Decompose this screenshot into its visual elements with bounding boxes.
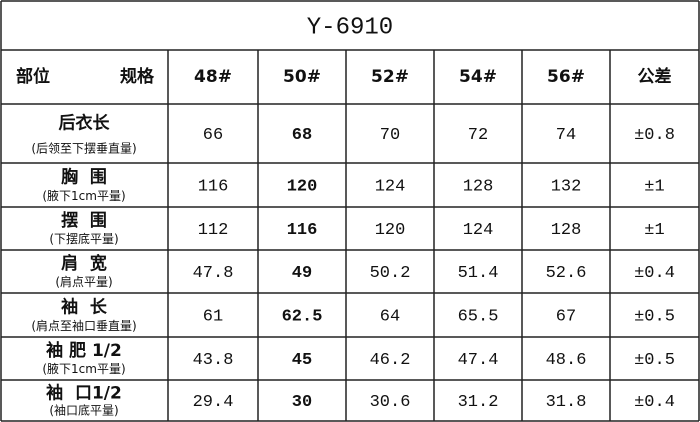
cell-value: 30 [292,393,312,412]
column-header: 公差 [638,66,672,87]
cell-value: 46.2 [370,351,411,370]
cell-value: 74 [556,126,576,145]
cell-value: 50.2 [370,264,411,283]
row-note: (后领至下摆垂直量) [31,141,136,155]
cell-value: 49 [292,264,312,283]
row-note: (腋下1cm平量) [42,188,125,203]
row-note: (袖口底平量) [49,403,118,418]
cell-value: 128 [551,221,582,240]
row-label: 袖 口1/2 [46,383,122,404]
cell-value: 31.8 [546,393,587,412]
row-note: (肩点至袖口垂直量) [31,318,136,333]
cell-value: 47.4 [458,351,499,370]
cell-value: 43.8 [193,351,234,370]
cell-value: 68 [292,126,312,145]
cell-value: 124 [375,177,406,196]
cell-value: ±0.5 [634,307,675,326]
cell-value: 70 [380,126,400,145]
row-label: 后衣长 [59,112,111,133]
column-header: 48# [194,67,232,87]
cell-value: ±0.4 [634,393,675,412]
cell-value: 45 [292,351,312,370]
cell-value: 48.6 [546,351,587,370]
cell-value: 30.6 [370,393,411,412]
row-note: (肩点平量) [55,274,112,289]
row-label: 肩 宽 [61,253,107,274]
cell-value: ±1 [644,177,664,196]
column-header: 50# [283,67,321,87]
cell-value: 47.8 [193,264,234,283]
table-title: Y-6910 [307,14,393,41]
cell-value: 66 [203,126,223,145]
row-label: 摆 围 [61,210,107,231]
cell-value: 120 [375,221,406,240]
cell-value: ±0.5 [634,351,675,370]
row-label: 袖 肥 1/2 [46,340,122,361]
cell-value: 67 [556,307,576,326]
cell-value: ±1 [644,221,664,240]
cell-value: 72 [468,126,488,145]
row-note: (腋下1cm平量) [42,361,125,376]
column-header: 52# [371,67,409,87]
cell-value: 61 [203,307,223,326]
column-header: 54# [459,67,497,87]
cell-value: ±0.4 [634,264,675,283]
cell-value: 112 [198,221,229,240]
cell-value: 64 [380,307,400,326]
cell-value: 65.5 [458,307,499,326]
cell-value: 116 [287,221,318,240]
column-header: 56# [547,67,585,87]
cell-value: 29.4 [193,393,234,412]
row-label: 袖 长 [61,297,108,318]
row-label: 胸 围 [61,167,107,188]
cell-value: 120 [287,177,318,196]
cell-value: 132 [551,177,582,196]
cell-value: 128 [463,177,494,196]
cell-value: 116 [198,177,229,196]
cell-value: 31.2 [458,393,499,412]
cell-value: 52.6 [546,264,587,283]
corner-right: 规格 [120,66,155,87]
cell-value: 124 [463,221,494,240]
cell-value: 51.4 [458,264,499,283]
row-note: (下摆底平量) [49,231,118,246]
cell-value: ±0.8 [634,126,675,145]
corner-left: 部位 [16,66,50,87]
cell-value: 62.5 [282,307,323,326]
